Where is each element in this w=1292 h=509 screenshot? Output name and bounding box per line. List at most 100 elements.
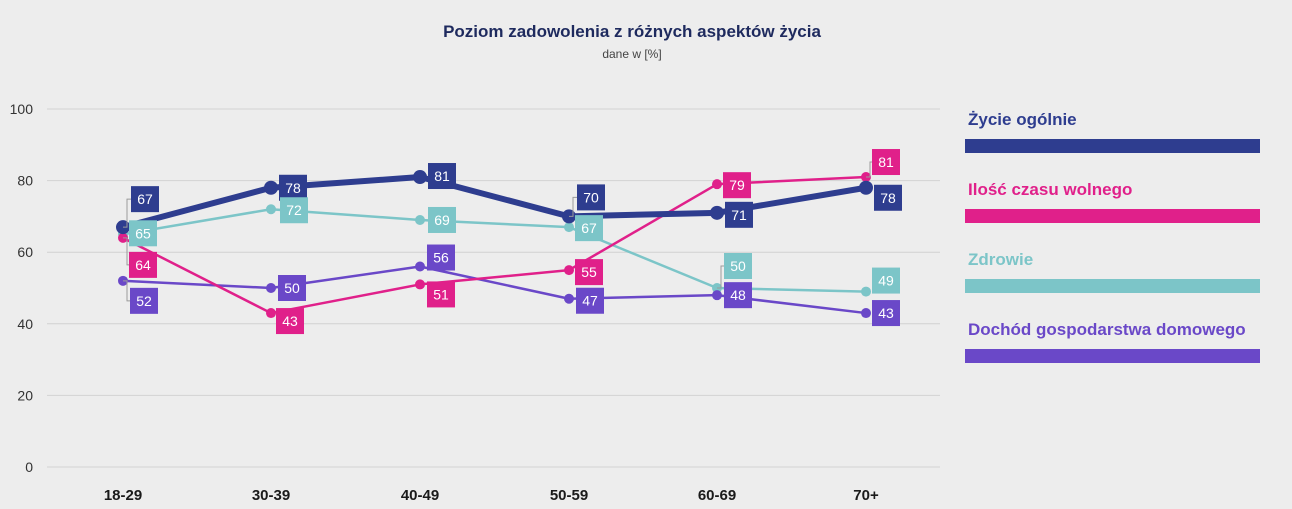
leader-line xyxy=(123,280,130,302)
data-label: 79 xyxy=(729,177,745,193)
data-label-box xyxy=(872,300,900,327)
y-tick-label: 80 xyxy=(17,173,33,189)
data-label: 67 xyxy=(581,220,597,236)
data-label-box xyxy=(130,287,158,314)
data-point xyxy=(710,205,724,220)
data-point xyxy=(413,170,427,185)
x-tick-label: 60-69 xyxy=(698,487,736,504)
data-label: 49 xyxy=(878,273,894,289)
data-point xyxy=(712,179,722,190)
y-tick-label: 100 xyxy=(10,101,34,117)
data-label-box xyxy=(575,215,603,242)
data-label: 50 xyxy=(730,258,746,274)
data-point xyxy=(861,286,871,297)
y-tick-label: 20 xyxy=(17,387,33,403)
data-point xyxy=(859,180,873,195)
data-label-box xyxy=(280,197,308,224)
data-label-box xyxy=(576,287,604,314)
data-label: 50 xyxy=(284,280,300,296)
data-label: 64 xyxy=(135,257,151,273)
x-tick-label: 18-29 xyxy=(104,487,142,504)
data-point xyxy=(564,293,574,304)
data-label-box xyxy=(131,186,159,213)
leader-line xyxy=(717,265,724,289)
data-point xyxy=(264,180,278,195)
data-label: 52 xyxy=(136,293,152,309)
data-label-box xyxy=(872,149,900,176)
data-label: 81 xyxy=(434,168,450,184)
data-label: 67 xyxy=(137,191,153,207)
leader-line xyxy=(569,196,577,217)
x-tick-label: 70+ xyxy=(853,487,879,504)
data-label-box xyxy=(874,184,902,211)
legend-label: Ilość czasu wolnego xyxy=(968,180,1133,199)
data-label-box xyxy=(575,259,603,286)
data-label-box xyxy=(872,267,900,294)
chart-subtitle: dane w [%] xyxy=(602,47,662,61)
data-point xyxy=(415,279,425,290)
data-label: 43 xyxy=(878,305,894,321)
leader-line xyxy=(123,198,131,228)
y-tick-label: 60 xyxy=(17,244,33,260)
data-label: 51 xyxy=(433,286,449,302)
data-label-box xyxy=(129,251,157,278)
x-tick-label: 30-39 xyxy=(252,487,290,504)
data-label: 70 xyxy=(583,189,599,205)
leader-line xyxy=(866,161,872,178)
data-point xyxy=(266,204,276,215)
legend-label: Dochód gospodarstwa domowego xyxy=(968,320,1246,339)
data-point xyxy=(415,261,425,272)
data-label: 55 xyxy=(581,264,597,280)
leader-line xyxy=(123,237,129,266)
legend-item: Ilość czasu wolnego xyxy=(965,180,1265,250)
data-label-box xyxy=(725,201,753,228)
data-label: 78 xyxy=(285,180,301,196)
data-label: 47 xyxy=(582,293,598,309)
data-label-box xyxy=(428,163,456,190)
legend-label: Życie ogólnie xyxy=(968,110,1077,129)
chart-title: Poziom zadowolenia z różnych aspektów ży… xyxy=(443,22,821,41)
data-label-box xyxy=(276,308,304,335)
data-label: 48 xyxy=(730,287,746,303)
series-line xyxy=(122,174,867,231)
y-tick-label: 40 xyxy=(17,316,33,332)
legend-item: Dochód gospodarstwa domowego xyxy=(965,320,1265,390)
data-point xyxy=(861,308,871,319)
legend-label: Zdrowie xyxy=(968,250,1034,269)
data-label: 81 xyxy=(878,154,894,170)
data-label-box xyxy=(577,184,605,211)
data-label: 69 xyxy=(434,212,450,228)
legend-swatch xyxy=(965,139,1260,153)
data-point xyxy=(266,283,276,293)
data-point xyxy=(415,214,425,225)
x-tick-label: 50-59 xyxy=(550,487,588,504)
data-label: 72 xyxy=(286,202,302,218)
data-point xyxy=(564,265,574,276)
data-label: 56 xyxy=(433,250,449,266)
data-label: 71 xyxy=(731,207,747,223)
data-label: 43 xyxy=(282,313,298,329)
data-label-box xyxy=(427,244,455,271)
legend-swatch xyxy=(965,209,1260,223)
data-label-box xyxy=(724,282,752,309)
data-label: 78 xyxy=(880,190,896,206)
data-label-box xyxy=(129,220,157,247)
data-label-box xyxy=(428,206,456,233)
data-point xyxy=(266,308,276,319)
legend-swatch xyxy=(965,349,1260,363)
legend-item: Zdrowie xyxy=(965,250,1265,320)
data-point xyxy=(712,290,722,301)
series-line xyxy=(122,207,867,293)
legend: Życie ogólnie Ilość czasu wolnego Zdrowie D… xyxy=(965,110,1265,390)
legend-swatch xyxy=(965,279,1260,293)
data-label: 65 xyxy=(135,225,151,241)
x-tick-label: 40-49 xyxy=(401,487,439,504)
legend-item: Życie ogólnie xyxy=(965,110,1265,180)
data-label-box xyxy=(427,281,455,308)
data-label-box xyxy=(278,275,306,301)
data-label-box xyxy=(279,174,307,201)
y-tick-label: 0 xyxy=(25,459,33,475)
data-label-box xyxy=(723,172,751,199)
